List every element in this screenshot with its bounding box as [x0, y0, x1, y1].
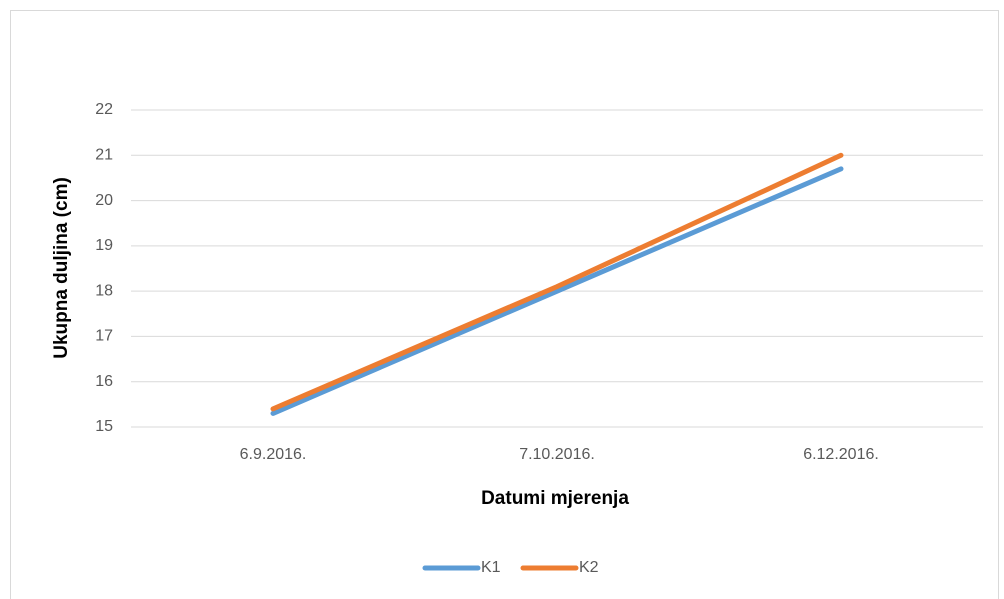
y-tick-label: 17	[95, 328, 113, 345]
y-axis-title: Ukupna duljina (cm)	[51, 177, 72, 359]
series-line	[270, 152, 844, 412]
legend-label: K1	[481, 559, 501, 576]
y-tick-label: 20	[95, 192, 113, 209]
y-tick-label: 19	[95, 237, 113, 254]
y-tick-label: 21	[95, 147, 113, 164]
legend-label: K2	[579, 559, 599, 576]
y-tick-label: 18	[95, 282, 113, 299]
x-tick-label: 7.10.2016.	[519, 446, 595, 463]
y-tick-label: 15	[95, 418, 113, 435]
x-axis-title: Datumi mjerenja	[481, 488, 629, 509]
chart-frame	[10, 10, 999, 599]
y-tick-label: 16	[95, 373, 113, 390]
x-tick-label: 6.12.2016.	[803, 446, 879, 463]
x-tick-label: 6.9.2016.	[240, 446, 307, 463]
series-line	[270, 166, 844, 416]
y-tick-label: 22	[95, 101, 113, 118]
